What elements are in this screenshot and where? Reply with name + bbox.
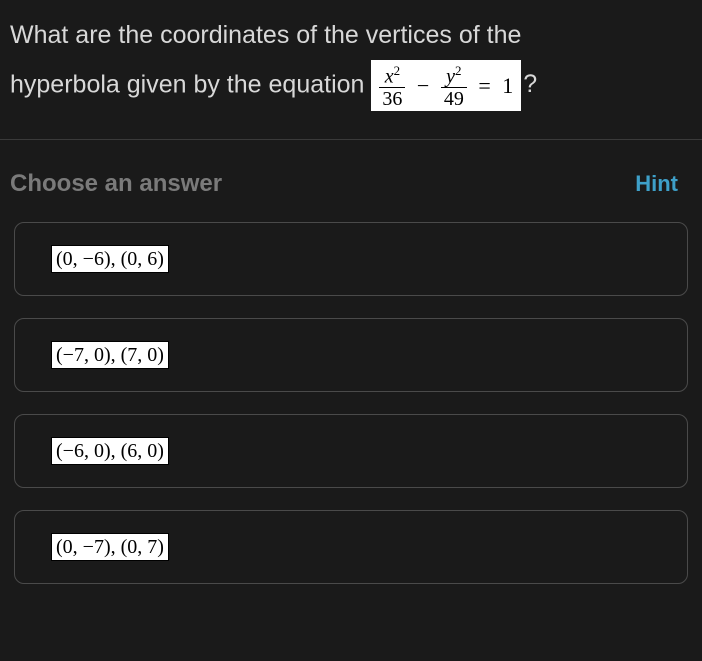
- frac1-exp: 2: [394, 63, 401, 78]
- equals-op: =: [474, 75, 494, 97]
- answer-math-2: (−7, 0), (7, 0): [51, 341, 169, 369]
- question-area: What are the coordinates of the vertices…: [0, 0, 702, 139]
- frac2-var: y: [446, 65, 455, 87]
- answer-math-3: (−6, 0), (6, 0): [51, 437, 169, 465]
- question-line2-pre: hyperbola given by the equation: [10, 70, 371, 98]
- hint-button[interactable]: Hint: [635, 171, 678, 197]
- answer-math-4: (0, −7), (0, 7): [51, 533, 169, 561]
- choose-row: Choose an answer Hint: [0, 140, 702, 222]
- answer-option-1[interactable]: (0, −6), (0, 6): [14, 222, 688, 296]
- answers-list: (0, −6), (0, 6) (−7, 0), (7, 0) (−6, 0),…: [0, 222, 702, 584]
- question-line1: What are the coordinates of the vertices…: [10, 21, 521, 49]
- answer-option-2[interactable]: (−7, 0), (7, 0): [14, 318, 688, 392]
- frac1-var: x: [385, 65, 394, 87]
- choose-label: Choose an answer: [10, 170, 222, 198]
- fraction-2: y2 49: [441, 64, 467, 110]
- question-text: What are the coordinates of the vertices…: [10, 12, 692, 111]
- frac2-exp: 2: [455, 63, 462, 78]
- equation-box: x2 36 − y2 49 = 1: [371, 60, 521, 112]
- answer-option-4[interactable]: (0, −7), (0, 7): [14, 510, 688, 584]
- minus-op: −: [413, 75, 433, 97]
- question-mark: ?: [523, 70, 537, 98]
- rhs: 1: [500, 75, 515, 97]
- answer-math-1: (0, −6), (0, 6): [51, 245, 169, 273]
- frac2-den: 49: [441, 88, 467, 109]
- fraction-1: x2 36: [379, 64, 405, 110]
- frac1-den: 36: [379, 88, 405, 109]
- answer-option-3[interactable]: (−6, 0), (6, 0): [14, 414, 688, 488]
